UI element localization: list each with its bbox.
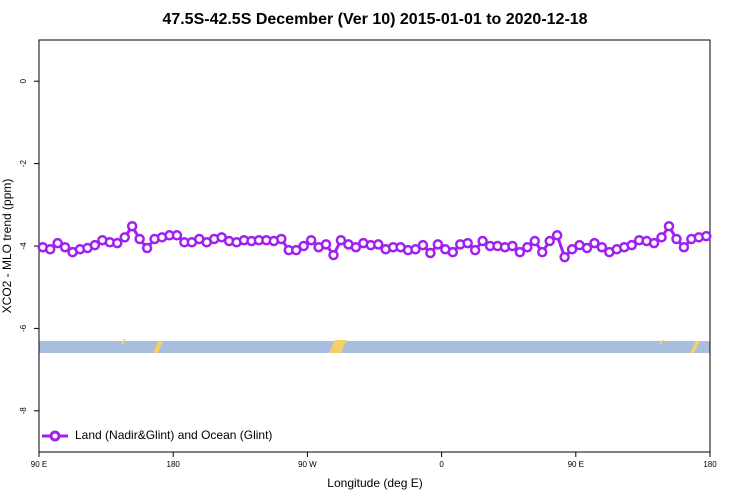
- data-point: [507, 240, 518, 252]
- map-strip: [39, 339, 710, 353]
- land-patch: [153, 341, 163, 353]
- data-point: [671, 233, 682, 245]
- data-point: [89, 239, 101, 251]
- land-patch: [121, 339, 126, 344]
- data-point: [112, 237, 123, 249]
- data-point: [469, 244, 481, 256]
- data-point: [328, 249, 339, 261]
- data-point: [544, 235, 555, 247]
- data-point: [581, 242, 593, 254]
- y-tick-label: 0: [19, 78, 28, 83]
- data-point: [417, 239, 429, 251]
- data-point: [119, 232, 130, 243]
- x-axis-label: Longitude (deg E): [327, 476, 422, 490]
- data-point: [477, 235, 488, 247]
- data-point: [648, 237, 660, 249]
- data-point: [320, 239, 332, 250]
- data-point: [134, 233, 145, 245]
- chart-title: 47.5S-42.5S December (Ver 10) 2015-01-01…: [162, 11, 587, 28]
- data-point: [410, 244, 421, 255]
- x-tick-label: 90 E: [568, 460, 584, 469]
- data-point: [126, 220, 138, 232]
- data-point: [276, 233, 287, 245]
- data-point: [141, 242, 153, 254]
- data-point: [335, 234, 347, 246]
- x-tick-label: 180: [167, 460, 181, 469]
- legend: Land (Nadir&Glint) and Ocean (Glint): [42, 428, 272, 442]
- data-point: [678, 241, 690, 253]
- x-tick-label: 180: [703, 460, 717, 469]
- data-point: [596, 241, 608, 253]
- data-point: [462, 237, 473, 249]
- y-axis-label: XCO2 - MLO trend (ppm): [0, 179, 14, 314]
- land-patch: [690, 341, 700, 353]
- data-point: [44, 244, 56, 255]
- data-point: [589, 237, 600, 249]
- x-tick-label: 90 W: [298, 460, 317, 469]
- y-tick-label: -4: [19, 242, 28, 250]
- data-point: [701, 230, 712, 242]
- data-point: [626, 239, 637, 251]
- y-tick-label: -6: [19, 324, 28, 332]
- x-tick-label: 0: [439, 460, 444, 469]
- ocean-strip: [39, 341, 710, 353]
- data-point: [656, 232, 667, 243]
- data-point: [537, 246, 548, 258]
- land-patch: [329, 340, 347, 353]
- data-point: [350, 241, 362, 253]
- data-point: [372, 239, 384, 250]
- data-point: [290, 244, 302, 256]
- data-point: [559, 251, 570, 263]
- y-tick-label: -8: [19, 407, 28, 415]
- data-point: [171, 230, 183, 241]
- legend-marker: [49, 430, 61, 442]
- data-point: [447, 246, 459, 258]
- data-point: [514, 246, 526, 258]
- y-tick-label: -2: [19, 159, 28, 167]
- data-point: [551, 230, 563, 241]
- legend-label: Land (Nadir&Glint) and Ocean (Glint): [75, 428, 272, 442]
- data-point: [522, 241, 533, 253]
- data-point: [529, 235, 541, 247]
- data-point: [566, 244, 578, 255]
- x-tick-label: 90 E: [31, 460, 47, 469]
- data-point: [52, 237, 63, 249]
- data-point: [298, 240, 309, 252]
- data-point: [59, 241, 71, 253]
- data-point: [663, 220, 675, 232]
- land-patch: [659, 340, 664, 344]
- data-point: [305, 234, 317, 246]
- data-point: [425, 247, 436, 259]
- data-point: [432, 239, 444, 250]
